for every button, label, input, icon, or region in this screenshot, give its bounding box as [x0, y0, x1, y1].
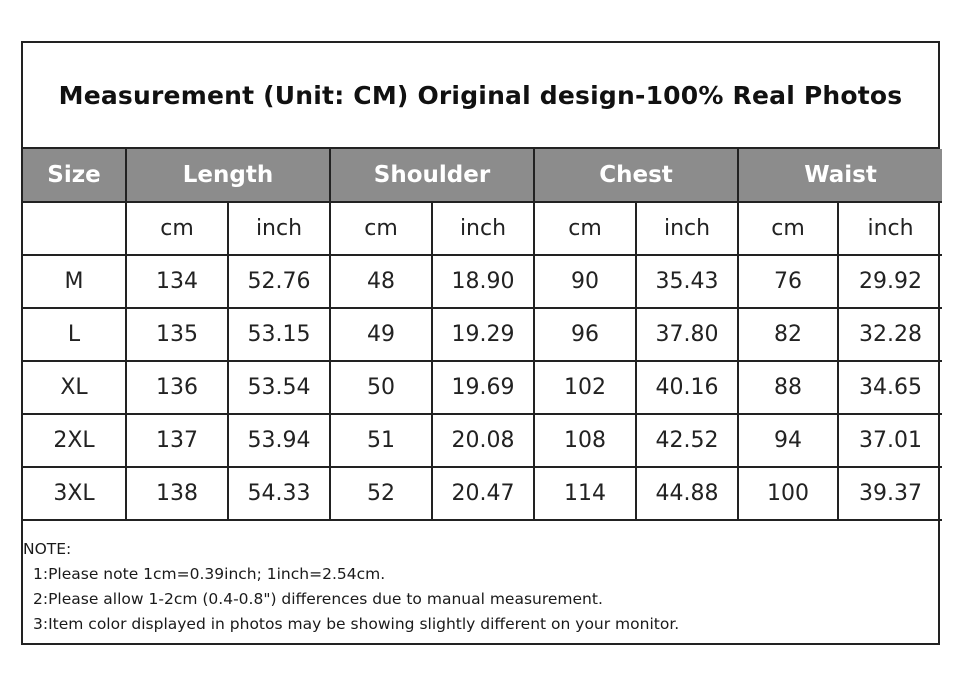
value-cell: 34.65 [837, 360, 943, 415]
value-cell: 20.08 [431, 413, 535, 468]
value-cell: 49 [329, 307, 433, 362]
value-cell: 76 [737, 254, 840, 309]
value-cell: 52.76 [227, 254, 331, 309]
value-cell: 100 [737, 466, 840, 521]
units-row: cm inch cm inch cm inch cm inch [23, 201, 943, 256]
value-cell: 136 [125, 360, 229, 415]
note-line-1: 1:Please note 1cm=0.39inch; 1inch=2.54cm… [33, 565, 386, 583]
value-cell: 29.92 [837, 254, 943, 309]
value-cell: 39.37 [837, 466, 943, 521]
value-cell: 51 [329, 413, 433, 468]
value-cell: 53.54 [227, 360, 331, 415]
value-cell: 54.33 [227, 466, 331, 521]
table-row: 3XL 138 54.33 52 20.47 114 44.88 100 39.… [23, 466, 943, 521]
value-cell: 108 [533, 413, 637, 468]
value-cell: 134 [125, 254, 229, 309]
size-cell: M [23, 254, 127, 309]
units-blank-cell [23, 201, 127, 256]
value-cell: 37.01 [837, 413, 943, 468]
header-shoulder: Shoulder [329, 149, 535, 203]
unit-cell: cm [125, 201, 229, 256]
size-chart: Measurement (Unit: CM) Original design-1… [21, 41, 943, 645]
value-cell: 94 [737, 413, 840, 468]
size-cell: 3XL [23, 466, 127, 521]
value-cell: 53.94 [227, 413, 331, 468]
value-cell: 50 [329, 360, 433, 415]
value-cell: 35.43 [634, 254, 740, 309]
value-cell: 135 [125, 307, 229, 362]
size-cell: XL [23, 360, 127, 415]
value-cell: 138 [125, 466, 229, 521]
value-cell: 53.15 [227, 307, 331, 362]
note-line-3: 3:Item color displayed in photos may be … [33, 615, 680, 633]
table-row: 2XL 137 53.94 51 20.08 108 42.52 94 37.0… [23, 413, 943, 468]
header-row: Size Length Shoulder Chest Waist [23, 149, 943, 203]
value-cell: 88 [737, 360, 840, 415]
value-cell: 82 [737, 307, 840, 362]
value-cell: 19.69 [431, 360, 535, 415]
value-cell: 40.16 [634, 360, 740, 415]
value-cell: 102 [533, 360, 637, 415]
value-cell: 137 [125, 413, 229, 468]
table-row: L 135 53.15 49 19.29 96 37.80 82 32.28 [23, 307, 943, 362]
value-cell: 42.52 [634, 413, 740, 468]
value-cell: 20.47 [431, 466, 535, 521]
value-cell: 18.90 [431, 254, 535, 309]
value-cell: 114 [533, 466, 637, 521]
value-cell: 37.80 [634, 307, 740, 362]
header-length: Length [125, 149, 331, 203]
value-cell: 90 [533, 254, 637, 309]
note-line-2: 2:Please allow 1-2cm (0.4-0.8") differen… [33, 590, 603, 608]
value-cell: 96 [533, 307, 637, 362]
value-cell: 52 [329, 466, 433, 521]
header-waist: Waist [737, 149, 943, 203]
notes-section: NOTE: 1:Please note 1cm=0.39inch; 1inch=… [23, 539, 938, 637]
value-cell: 19.29 [431, 307, 535, 362]
chart-title: Measurement (Unit: CM) Original design-1… [23, 43, 938, 149]
header-size: Size [23, 149, 127, 203]
unit-cell: inch [431, 201, 535, 256]
value-cell: 48 [329, 254, 433, 309]
size-cell: L [23, 307, 127, 362]
measurement-table: Size Length Shoulder Chest Waist cm inch… [23, 149, 943, 521]
size-cell: 2XL [23, 413, 127, 468]
unit-cell: inch [837, 201, 943, 256]
value-cell: 32.28 [837, 307, 943, 362]
unit-cell: cm [737, 201, 840, 256]
notes-title: NOTE: [23, 540, 72, 558]
header-chest: Chest [532, 149, 740, 203]
unit-cell: inch [227, 201, 331, 256]
unit-cell: cm [329, 201, 433, 256]
value-cell: 44.88 [634, 466, 740, 521]
unit-cell: inch [634, 201, 740, 256]
table-row: XL 136 53.54 50 19.69 102 40.16 88 34.65 [23, 360, 943, 415]
unit-cell: cm [533, 201, 637, 256]
table-row: M 134 52.76 48 18.90 90 35.43 76 29.92 [23, 254, 943, 309]
